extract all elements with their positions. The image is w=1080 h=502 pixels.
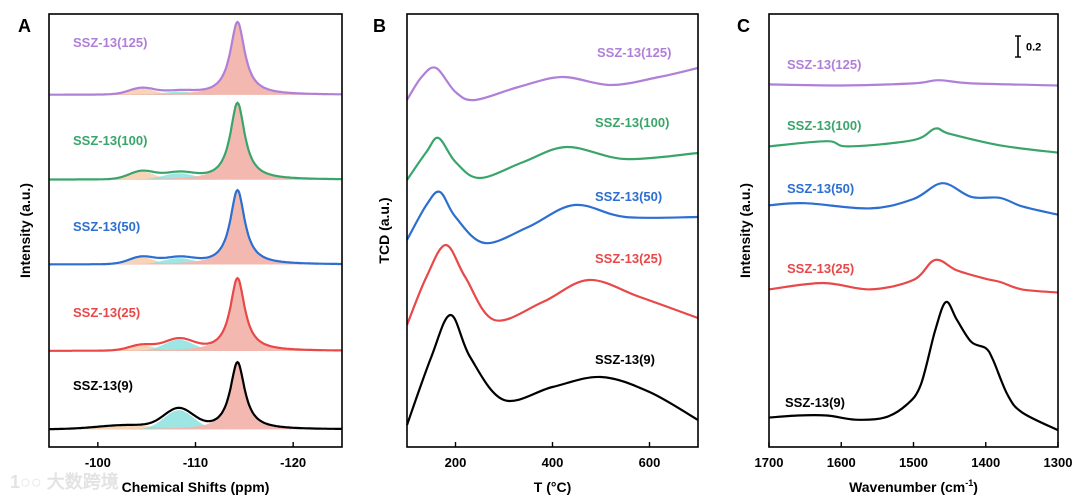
component-fill-mid <box>49 339 342 351</box>
series-line <box>49 20 342 96</box>
series-label: SSZ-13(50) <box>73 219 140 234</box>
x-axis-label-text: Chemical Shifts (ppm) <box>122 479 270 495</box>
series-line <box>768 182 1059 216</box>
x-axis-label: Chemical Shifts (ppm) <box>122 479 270 495</box>
plot-frame <box>768 13 1059 448</box>
component-fill-main <box>49 22 342 95</box>
y-axis-label: Intensity (a.u.) <box>737 183 753 278</box>
x-axis-label-sup: -1 <box>965 478 973 488</box>
series-label: SSZ-13(9) <box>785 395 845 410</box>
series-label: SSZ-13(9) <box>73 378 133 393</box>
series-line <box>49 276 342 352</box>
series-line <box>768 258 1059 294</box>
y-axis-label: TCD (a.u.) <box>376 197 392 263</box>
x-tick-label: 1300 <box>1044 455 1073 470</box>
series-label: SSZ-13(25) <box>595 251 662 266</box>
series-label: SSZ-13(125) <box>597 45 671 60</box>
series-label: SSZ-13(125) <box>787 57 861 72</box>
x-tick-label: 1700 <box>755 455 784 470</box>
series-line <box>405 313 699 426</box>
series-line <box>768 300 1059 432</box>
component-fill-mid <box>49 258 342 265</box>
series-line <box>405 243 699 326</box>
series-label: SSZ-13(100) <box>73 133 147 148</box>
series-line <box>768 127 1059 154</box>
x-axis-label: T (°C) <box>534 479 571 495</box>
series-label: SSZ-13(25) <box>787 261 854 276</box>
series-label: SSZ-13(100) <box>595 115 669 130</box>
component-fill-low <box>49 425 342 430</box>
x-tick-label: 1600 <box>827 455 856 470</box>
series-line <box>406 66 699 102</box>
x-axis-label: Wavenumber (cm-1) <box>849 478 978 495</box>
panel-c: SSZ-13(125) SSZ-13(100) SSZ-13(50) SSZ-13(2… <box>737 13 1073 495</box>
series-line <box>49 101 342 181</box>
y-axis-label: Intensity (a.u.) <box>17 183 33 278</box>
series-line <box>406 136 699 181</box>
x-tick-label: 1500 <box>899 455 928 470</box>
series-label: SSZ-13(50) <box>595 189 662 204</box>
panel-b: SSZ-13(125) SSZ-13(100) SSZ-13(50) SSZ-13(2… <box>376 13 699 495</box>
x-axis-label-text: Wavenumber (cm <box>849 479 965 495</box>
series-line <box>49 188 342 266</box>
x-axis-label-text: T (°C) <box>534 479 571 495</box>
x-tick-label: 600 <box>639 455 661 470</box>
x-tick-label: 200 <box>445 455 467 470</box>
series-label: SSZ-13(9) <box>595 352 655 367</box>
x-tick-label: -100 <box>85 455 111 470</box>
x-tick-label: -110 <box>183 455 208 470</box>
scale-bar-label: 0.2 <box>1026 42 1041 54</box>
series-label: SSZ-13(125) <box>73 35 147 50</box>
panel-letter-c: C <box>737 16 750 36</box>
x-axis-label-end: ) <box>973 479 978 495</box>
panel-letter-a: A <box>18 16 31 36</box>
watermark: 1○○ 大数跨境 <box>10 471 119 492</box>
panel-a: SSZ-13(125) SSZ-13(100) SSZ-13(50) SSZ-13(2… <box>17 13 343 495</box>
series-label: SSZ-13(25) <box>73 305 140 320</box>
x-tick-label: 400 <box>542 455 564 470</box>
panel-letter-b: B <box>373 16 386 36</box>
component-fill-mid <box>49 410 342 430</box>
series-line <box>768 79 1059 87</box>
series-label: SSZ-13(50) <box>787 181 854 196</box>
x-tick-label: -120 <box>280 455 306 470</box>
series-line <box>406 190 699 245</box>
series-label: SSZ-13(100) <box>787 118 861 133</box>
x-tick-label: 1400 <box>971 455 1000 470</box>
series-line <box>49 360 342 431</box>
